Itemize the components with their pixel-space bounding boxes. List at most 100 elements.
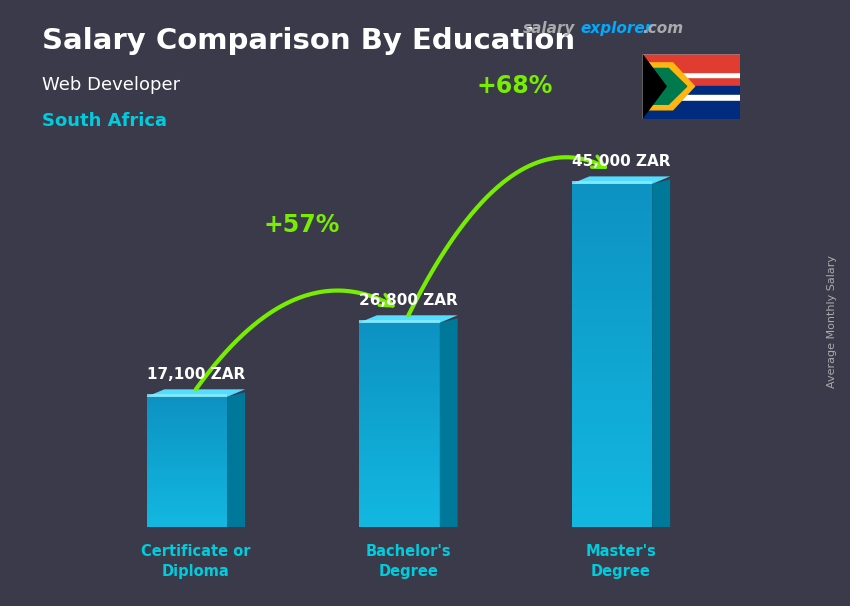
- Polygon shape: [228, 458, 237, 459]
- Polygon shape: [653, 297, 665, 301]
- Polygon shape: [440, 511, 441, 513]
- Polygon shape: [653, 256, 666, 259]
- Polygon shape: [440, 472, 445, 474]
- Polygon shape: [653, 325, 663, 328]
- Polygon shape: [440, 396, 451, 398]
- Polygon shape: [440, 515, 441, 517]
- Polygon shape: [228, 487, 233, 488]
- Polygon shape: [228, 401, 245, 402]
- Polygon shape: [228, 418, 242, 419]
- Polygon shape: [440, 376, 453, 378]
- Polygon shape: [653, 338, 662, 342]
- Polygon shape: [653, 387, 660, 390]
- Polygon shape: [653, 362, 661, 366]
- Polygon shape: [440, 493, 443, 494]
- Polygon shape: [440, 327, 457, 329]
- Polygon shape: [228, 442, 239, 444]
- Polygon shape: [642, 54, 666, 119]
- Polygon shape: [653, 421, 658, 424]
- Polygon shape: [228, 500, 231, 501]
- Text: Certificate or
Diploma: Certificate or Diploma: [141, 544, 251, 579]
- Polygon shape: [228, 465, 236, 466]
- Polygon shape: [653, 228, 668, 232]
- Polygon shape: [653, 273, 666, 276]
- Polygon shape: [653, 211, 669, 215]
- Polygon shape: [228, 492, 232, 493]
- Polygon shape: [228, 456, 237, 457]
- Polygon shape: [440, 405, 450, 407]
- Text: +57%: +57%: [264, 213, 340, 237]
- Polygon shape: [440, 417, 450, 419]
- Polygon shape: [440, 480, 444, 482]
- Polygon shape: [440, 318, 457, 527]
- Polygon shape: [653, 390, 660, 393]
- Polygon shape: [653, 462, 655, 465]
- Polygon shape: [228, 410, 243, 411]
- Polygon shape: [440, 439, 447, 441]
- Polygon shape: [440, 325, 457, 327]
- Polygon shape: [228, 490, 233, 491]
- Polygon shape: [440, 490, 443, 493]
- Polygon shape: [653, 438, 657, 441]
- Polygon shape: [653, 191, 670, 194]
- Text: Master's
Degree: Master's Degree: [586, 544, 656, 579]
- Polygon shape: [653, 383, 660, 387]
- Polygon shape: [653, 476, 655, 479]
- Polygon shape: [653, 307, 664, 311]
- Polygon shape: [440, 365, 454, 368]
- Polygon shape: [440, 413, 450, 415]
- Polygon shape: [228, 517, 229, 518]
- Polygon shape: [653, 218, 668, 222]
- Polygon shape: [228, 497, 231, 499]
- Polygon shape: [653, 301, 664, 304]
- Text: +68%: +68%: [477, 74, 552, 98]
- Polygon shape: [228, 424, 241, 425]
- Polygon shape: [653, 263, 666, 266]
- Polygon shape: [653, 352, 661, 356]
- Text: Bachelor's
Degree: Bachelor's Degree: [366, 544, 451, 579]
- Polygon shape: [228, 521, 229, 522]
- Polygon shape: [440, 454, 446, 456]
- Polygon shape: [653, 493, 655, 496]
- Polygon shape: [228, 432, 241, 433]
- Polygon shape: [653, 445, 657, 448]
- Polygon shape: [653, 345, 662, 348]
- Polygon shape: [653, 276, 666, 280]
- Polygon shape: [653, 232, 667, 235]
- Polygon shape: [440, 351, 455, 353]
- Polygon shape: [228, 499, 231, 500]
- Text: Average Monthly Salary: Average Monthly Salary: [827, 255, 837, 388]
- Polygon shape: [440, 474, 445, 476]
- Polygon shape: [653, 245, 667, 249]
- Polygon shape: [653, 280, 666, 284]
- Polygon shape: [653, 359, 661, 362]
- Polygon shape: [228, 407, 244, 408]
- Polygon shape: [653, 348, 661, 352]
- Text: South Africa: South Africa: [42, 112, 167, 130]
- Polygon shape: [440, 501, 442, 503]
- Polygon shape: [440, 451, 446, 454]
- Polygon shape: [228, 446, 238, 448]
- Polygon shape: [228, 457, 237, 458]
- Polygon shape: [440, 329, 457, 331]
- Polygon shape: [440, 441, 447, 444]
- Polygon shape: [228, 519, 229, 521]
- Text: Web Developer: Web Developer: [42, 76, 180, 94]
- Polygon shape: [653, 459, 656, 462]
- Polygon shape: [440, 353, 455, 356]
- Polygon shape: [440, 458, 446, 460]
- Polygon shape: [228, 437, 240, 439]
- Polygon shape: [228, 436, 240, 437]
- Polygon shape: [228, 415, 242, 416]
- Text: 45,000 ZAR: 45,000 ZAR: [572, 154, 670, 169]
- Polygon shape: [653, 331, 662, 335]
- Polygon shape: [360, 320, 440, 323]
- Polygon shape: [228, 514, 230, 516]
- Polygon shape: [440, 450, 446, 451]
- Polygon shape: [653, 253, 666, 256]
- Text: 26,800 ZAR: 26,800 ZAR: [359, 293, 458, 308]
- Polygon shape: [228, 449, 238, 450]
- Polygon shape: [440, 333, 456, 335]
- Polygon shape: [440, 478, 445, 480]
- Polygon shape: [653, 198, 670, 201]
